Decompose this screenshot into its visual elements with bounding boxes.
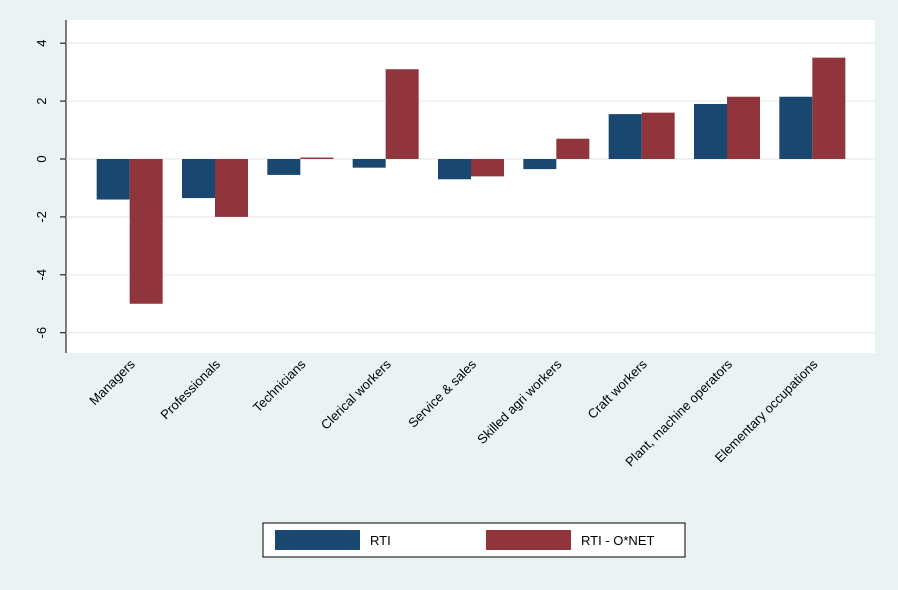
legend-label: RTI - O*NET [581, 533, 654, 548]
bar [556, 138, 590, 159]
bar [641, 112, 675, 159]
bar [694, 103, 727, 159]
bar [96, 158, 130, 200]
bar [779, 96, 813, 159]
y-tick-label: 2 [34, 97, 49, 104]
y-tick-label: 4 [34, 40, 49, 47]
legend-swatch [486, 530, 571, 550]
y-tick-label: 0 [34, 155, 49, 162]
bar [812, 57, 846, 159]
bar [608, 114, 642, 159]
bar [385, 69, 419, 159]
bar [129, 158, 163, 304]
bar [471, 158, 504, 177]
y-tick-label: -2 [34, 211, 49, 223]
bar [267, 158, 301, 175]
y-tick-label: -4 [34, 269, 49, 281]
bar [352, 158, 386, 168]
bar [300, 157, 334, 159]
bar [182, 158, 215, 199]
y-tick-label: -6 [34, 327, 49, 339]
bar [215, 158, 248, 217]
legend-label: RTI [370, 533, 391, 548]
bar [438, 158, 471, 180]
bar [523, 158, 557, 170]
bar [727, 96, 760, 159]
legend-swatch [275, 530, 360, 550]
